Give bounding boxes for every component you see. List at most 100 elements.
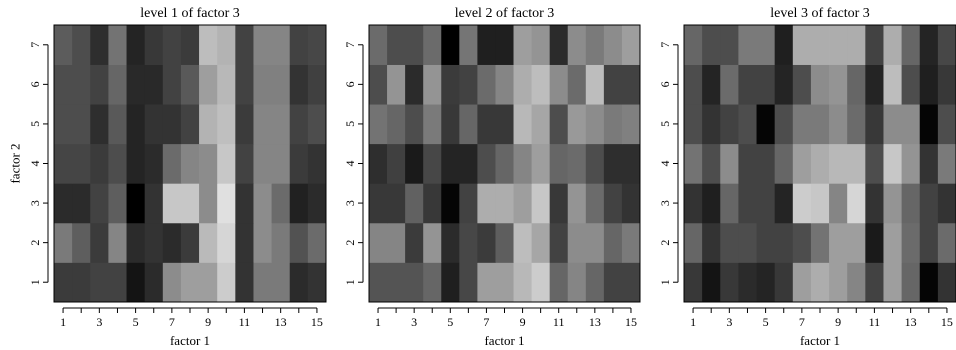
- heatmap-cell: [883, 104, 902, 145]
- heatmap-cell: [738, 25, 757, 65]
- heatmap-cell: [459, 25, 478, 65]
- heatmap-cell: [774, 104, 794, 145]
- heatmap-cell: [774, 64, 794, 105]
- heatmap-cell: [459, 262, 478, 303]
- heatmap-cell: [217, 25, 236, 65]
- heatmap-cell: [919, 104, 939, 145]
- heatmap-cell: [72, 222, 91, 263]
- heatmap-cell: [289, 262, 309, 303]
- heatmap-cell: [307, 222, 327, 263]
- heatmap-cell: [810, 143, 830, 184]
- y-tick-label: 6: [28, 81, 42, 87]
- heatmap-cell: [180, 262, 200, 303]
- heatmap-cell: [847, 222, 866, 263]
- heatmap-cell: [621, 104, 641, 145]
- heatmap-cell: [271, 64, 291, 105]
- heatmap-cell: [531, 25, 551, 65]
- y-tick-label: 4: [658, 161, 672, 167]
- heatmap-cell: [144, 104, 164, 145]
- heatmap-cell: [847, 262, 866, 303]
- heatmap-cell: [90, 25, 109, 65]
- heatmap-cell: [847, 143, 866, 184]
- heatmap-cell: [253, 222, 272, 263]
- heatmap-cell: [919, 64, 939, 105]
- heatmap-cell: [180, 25, 200, 65]
- heatmap-cell: [459, 64, 478, 105]
- x-tick-label: 3: [96, 315, 102, 329]
- heatmap-cell: [387, 262, 406, 303]
- heatmap-cell: [162, 25, 182, 65]
- heatmap-cell: [90, 104, 109, 145]
- heatmap-cell: [441, 143, 460, 184]
- heatmap-cell: [387, 143, 406, 184]
- heatmap-cell: [235, 143, 254, 184]
- heatmap-cell: [495, 104, 514, 145]
- heatmap-cell: [217, 64, 236, 105]
- heatmap-cell: [621, 25, 641, 65]
- heatmap-cell: [90, 143, 109, 184]
- heatmap-cell: [253, 262, 272, 303]
- y-tick-label: 1: [658, 279, 672, 285]
- heatmap-cell: [567, 183, 587, 224]
- heatmap-cell: [144, 143, 164, 184]
- heatmap-cell: [567, 262, 587, 303]
- heatmap-cell: [108, 143, 127, 184]
- heatmap-cell: [792, 104, 812, 145]
- panel-title: level 1 of factor 3: [140, 6, 240, 21]
- heatmap-cell: [369, 104, 388, 145]
- heatmap-cell: [684, 25, 703, 65]
- heatmap-cell: [477, 262, 496, 303]
- heatmap-cell: [901, 64, 921, 105]
- heatmap-cell: [883, 183, 902, 224]
- y-tick-label: 7: [658, 42, 672, 48]
- heatmap-cell: [774, 262, 794, 303]
- heatmap-cell: [423, 143, 442, 184]
- heatmap-cell: [937, 143, 956, 184]
- heatmap-cell: [937, 64, 956, 105]
- heatmap-cell: [495, 64, 514, 105]
- heatmap-cell: [513, 64, 532, 105]
- heatmap-cell: [792, 222, 812, 263]
- x-tick-label: 5: [763, 315, 769, 329]
- heatmap-cell: [901, 262, 921, 303]
- y-tick-label: 2: [28, 240, 42, 246]
- heatmap-cell: [235, 64, 254, 105]
- heatmap-cell: [919, 222, 939, 263]
- heatmap-cell: [792, 183, 812, 224]
- heatmap-cell: [513, 104, 532, 145]
- heatmap-cell: [603, 143, 623, 184]
- heatmap-cell: [477, 183, 496, 224]
- heatmap-cell: [603, 25, 623, 65]
- heatmap-cell: [307, 183, 327, 224]
- heatmap-cell: [307, 143, 327, 184]
- heatmap-cell: [702, 262, 721, 303]
- heatmap-cell: [738, 64, 757, 105]
- heatmap-cell: [253, 64, 272, 105]
- heatmap-cell: [603, 104, 623, 145]
- heatmap-cell: [702, 183, 721, 224]
- heatmap-cell: [423, 25, 442, 65]
- heatmap-cell: [883, 262, 902, 303]
- heatmap-cell: [513, 143, 532, 184]
- heatmap-cell: [774, 183, 794, 224]
- heatmap-cell: [54, 143, 73, 184]
- heatmap-cell: [585, 183, 605, 224]
- y-tick-label: 4: [28, 161, 42, 167]
- heatmap-cell: [271, 104, 291, 145]
- heatmap-cell: [495, 222, 514, 263]
- heatmap-cell: [126, 25, 146, 65]
- heatmap-cell: [289, 143, 309, 184]
- heatmap-cell: [684, 104, 703, 145]
- heatmap-cell: [792, 262, 812, 303]
- heatmap-cell: [919, 183, 939, 224]
- heatmap-cell: [405, 143, 424, 184]
- heatmap-cell: [495, 262, 514, 303]
- heatmap-cell: [883, 25, 902, 65]
- heatmap-cell: [459, 143, 478, 184]
- heatmap-cell: [829, 25, 848, 65]
- heatmap-cell: [792, 25, 812, 65]
- heatmap-cell: [937, 104, 956, 145]
